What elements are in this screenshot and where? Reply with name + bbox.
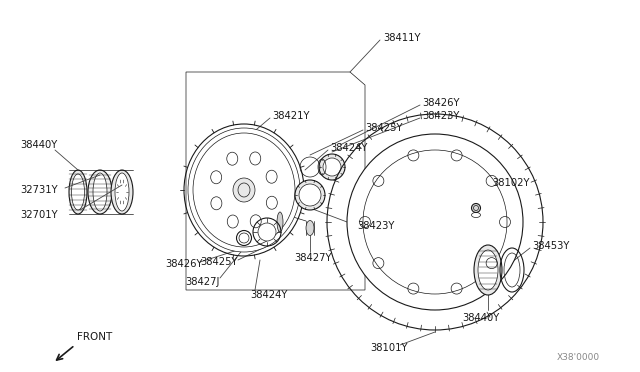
Text: 38426Y: 38426Y <box>422 98 460 108</box>
Ellipse shape <box>111 170 133 214</box>
Ellipse shape <box>258 223 276 241</box>
Ellipse shape <box>347 134 523 310</box>
Text: 38424Y: 38424Y <box>250 290 287 300</box>
Ellipse shape <box>306 221 314 235</box>
Text: FRONT: FRONT <box>77 332 112 342</box>
Text: 38423Y: 38423Y <box>422 111 460 121</box>
Text: 38411Y: 38411Y <box>383 33 420 43</box>
Ellipse shape <box>93 173 107 211</box>
Ellipse shape <box>88 170 112 214</box>
Text: 38101Y: 38101Y <box>370 343 408 353</box>
Text: X38'0000: X38'0000 <box>557 353 600 362</box>
Ellipse shape <box>323 158 341 176</box>
Text: 38102Y: 38102Y <box>492 178 529 188</box>
Text: 38427Y: 38427Y <box>294 253 332 263</box>
Text: 38440Y: 38440Y <box>20 140 57 150</box>
Ellipse shape <box>69 170 87 214</box>
Text: 38423Y: 38423Y <box>357 221 394 231</box>
Text: 38425Y: 38425Y <box>200 257 237 267</box>
Text: 38427J: 38427J <box>185 277 220 287</box>
Ellipse shape <box>319 154 345 180</box>
Text: 38421Y: 38421Y <box>272 111 310 121</box>
Text: 38424Y: 38424Y <box>330 143 367 153</box>
Ellipse shape <box>233 178 255 202</box>
Text: 38425Y: 38425Y <box>365 123 403 133</box>
Ellipse shape <box>472 203 481 212</box>
Ellipse shape <box>188 128 300 252</box>
Ellipse shape <box>115 173 129 211</box>
Ellipse shape <box>295 180 325 210</box>
Ellipse shape <box>478 250 498 290</box>
Text: 32731Y: 32731Y <box>20 185 58 195</box>
Ellipse shape <box>277 212 283 232</box>
Text: 38426Y: 38426Y <box>165 259 202 269</box>
Text: 38453Y: 38453Y <box>532 241 570 251</box>
Ellipse shape <box>299 184 321 206</box>
Text: 32701Y: 32701Y <box>20 210 58 220</box>
Ellipse shape <box>474 245 502 295</box>
Text: 38440Y: 38440Y <box>462 313 499 323</box>
Ellipse shape <box>72 174 84 210</box>
